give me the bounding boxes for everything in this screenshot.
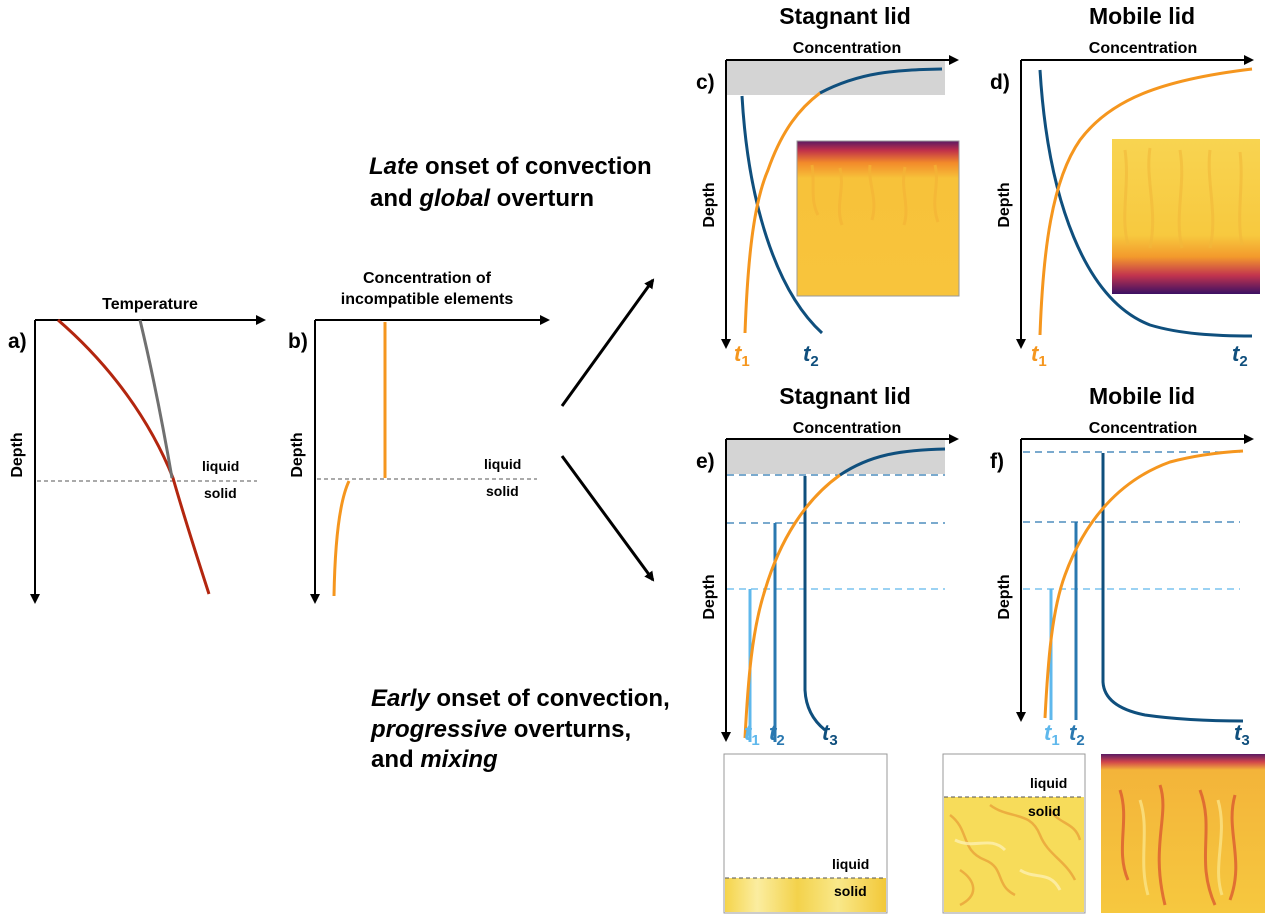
snapshot-early-liquid-label: liquid — [832, 856, 869, 872]
panel-c-curve-t1-lid — [819, 67, 943, 95]
panel-e-letter: e) — [696, 450, 715, 473]
panel-e-x-label: Concentration — [793, 420, 901, 437]
snapshot-middle: liquid solid — [942, 753, 1086, 914]
panel-e-lid-curve — [839, 447, 946, 477]
panel-d-convection-snapshot — [1112, 139, 1260, 294]
early-onset-line1: Early onset of convection, — [371, 685, 670, 712]
panel-a-gray-curve — [138, 319, 174, 479]
panel-f-title: Mobile lid — [1089, 383, 1195, 409]
panel-b-x-label-line1: Concentration of — [363, 270, 492, 287]
panel-b-liquid-label: liquid — [484, 456, 521, 472]
snapshot-late-field — [1101, 754, 1265, 913]
panel-c-curve-t1 — [743, 91, 821, 334]
panel-c-curve-t2 — [740, 95, 824, 335]
panel-c: Stagnant lid Concentration c) Depth t1 t… — [696, 3, 960, 370]
panel-e-t1-label: t1 — [744, 720, 760, 749]
panel-c-t2-label: t2 — [803, 341, 819, 370]
panel-e-t3-label: t3 — [822, 720, 838, 749]
panel-e-stagnant-lid — [727, 440, 945, 474]
panel-f-x-label: Concentration — [1089, 420, 1197, 437]
snapshot-early-solid-region — [725, 878, 886, 912]
panel-c-y-label: Depth — [701, 182, 718, 227]
panel-d-t1-label: t1 — [1031, 341, 1047, 370]
panel-f-t3-label: t3 — [1234, 720, 1250, 749]
early-onset-line3: and mixing — [371, 746, 498, 773]
panel-d-letter: d) — [990, 71, 1010, 94]
panel-d-t2-label: t2 — [1232, 341, 1248, 370]
panel-d-curve-t2 — [1038, 69, 1253, 338]
panel-a-x-label: Temperature — [102, 296, 198, 313]
early-onset-line2: progressive overturns, — [370, 716, 631, 743]
panel-f: Mobile lid Concentration f) Depth t1 t2 … — [990, 383, 1254, 749]
progressive-em: progressive — [370, 716, 507, 743]
arrow-to-early-scenario — [560, 455, 655, 582]
panel-f-y-label: Depth — [996, 574, 1013, 619]
global-em: global — [418, 185, 491, 212]
panel-a: a) Temperature Depth liquid solid — [8, 296, 266, 604]
panel-a-letter: a) — [8, 330, 27, 353]
panel-d: Mobile lid Concentration d) Depth t1 t2 — [990, 3, 1260, 370]
panel-d-snapshot-plumes — [1123, 147, 1244, 249]
panel-f-curve-t3 — [1101, 453, 1244, 723]
snapshot-middle-solid-label: solid — [1028, 803, 1061, 819]
panel-c-stagnant-lid — [727, 61, 945, 95]
panel-c-convection-snapshot — [796, 140, 960, 297]
panel-b-solid-curve — [332, 480, 351, 597]
panel-b: b) Concentration of incompatible element… — [288, 270, 550, 604]
snapshot-early-solid-label: solid — [834, 883, 867, 899]
panel-f-letter: f) — [990, 450, 1004, 473]
panel-e-curve-t3 — [803, 476, 826, 732]
panel-d-curve-t1 — [1038, 67, 1253, 336]
panel-a-solid-label: solid — [204, 485, 237, 501]
late-onset-line2: and global overturn — [370, 185, 594, 212]
panel-e-t2-label: t2 — [769, 720, 785, 749]
panel-b-x-label-line2: incompatible elements — [341, 291, 514, 308]
panel-d-y-label: Depth — [996, 182, 1013, 227]
snapshot-late — [1101, 754, 1265, 913]
snapshot-early: liquid solid — [723, 753, 888, 914]
snapshot-middle-swirls — [949, 803, 1082, 907]
panel-c-x-label: Concentration — [793, 40, 901, 57]
snapshot-middle-light-swirls — [954, 838, 1062, 891]
panel-e-y-label: Depth — [701, 574, 718, 619]
snapshot-late-light-plumes — [1138, 799, 1224, 896]
snapshot-middle-liquid-label: liquid — [1030, 775, 1067, 791]
panel-d-x-label: Concentration — [1089, 40, 1197, 57]
panel-c-title: Stagnant lid — [779, 3, 911, 29]
early-onset-em: Early — [371, 685, 431, 712]
snapshot-late-plumes — [1118, 784, 1238, 906]
arrow-to-late-scenario — [560, 278, 655, 407]
panel-a-liquid-label: liquid — [202, 458, 239, 474]
panel-f-orange-curve — [1043, 449, 1244, 719]
mixing-em: mixing — [420, 746, 498, 773]
panel-c-t1-label: t1 — [734, 341, 750, 370]
panel-b-y-label: Depth — [289, 432, 306, 477]
panel-c-letter: c) — [696, 71, 715, 94]
panel-e: Stagnant lid Concentration e) Depth t1 t… — [696, 383, 959, 749]
late-onset-em: Late — [369, 153, 418, 180]
panel-d-title: Mobile lid — [1089, 3, 1195, 29]
panel-c-snapshot-plumes — [810, 164, 940, 226]
panel-a-y-label: Depth — [9, 432, 26, 477]
panel-b-solid-label: solid — [486, 483, 519, 499]
panel-a-red-curve — [57, 318, 211, 595]
panel-e-orange-curve — [743, 473, 841, 739]
late-onset-line1: Late onset of convection — [369, 153, 652, 180]
panel-f-t1-label: t1 — [1044, 720, 1060, 749]
panel-f-t2-label: t2 — [1069, 720, 1085, 749]
panel-e-title: Stagnant lid — [779, 383, 911, 409]
panel-b-letter: b) — [288, 330, 308, 353]
